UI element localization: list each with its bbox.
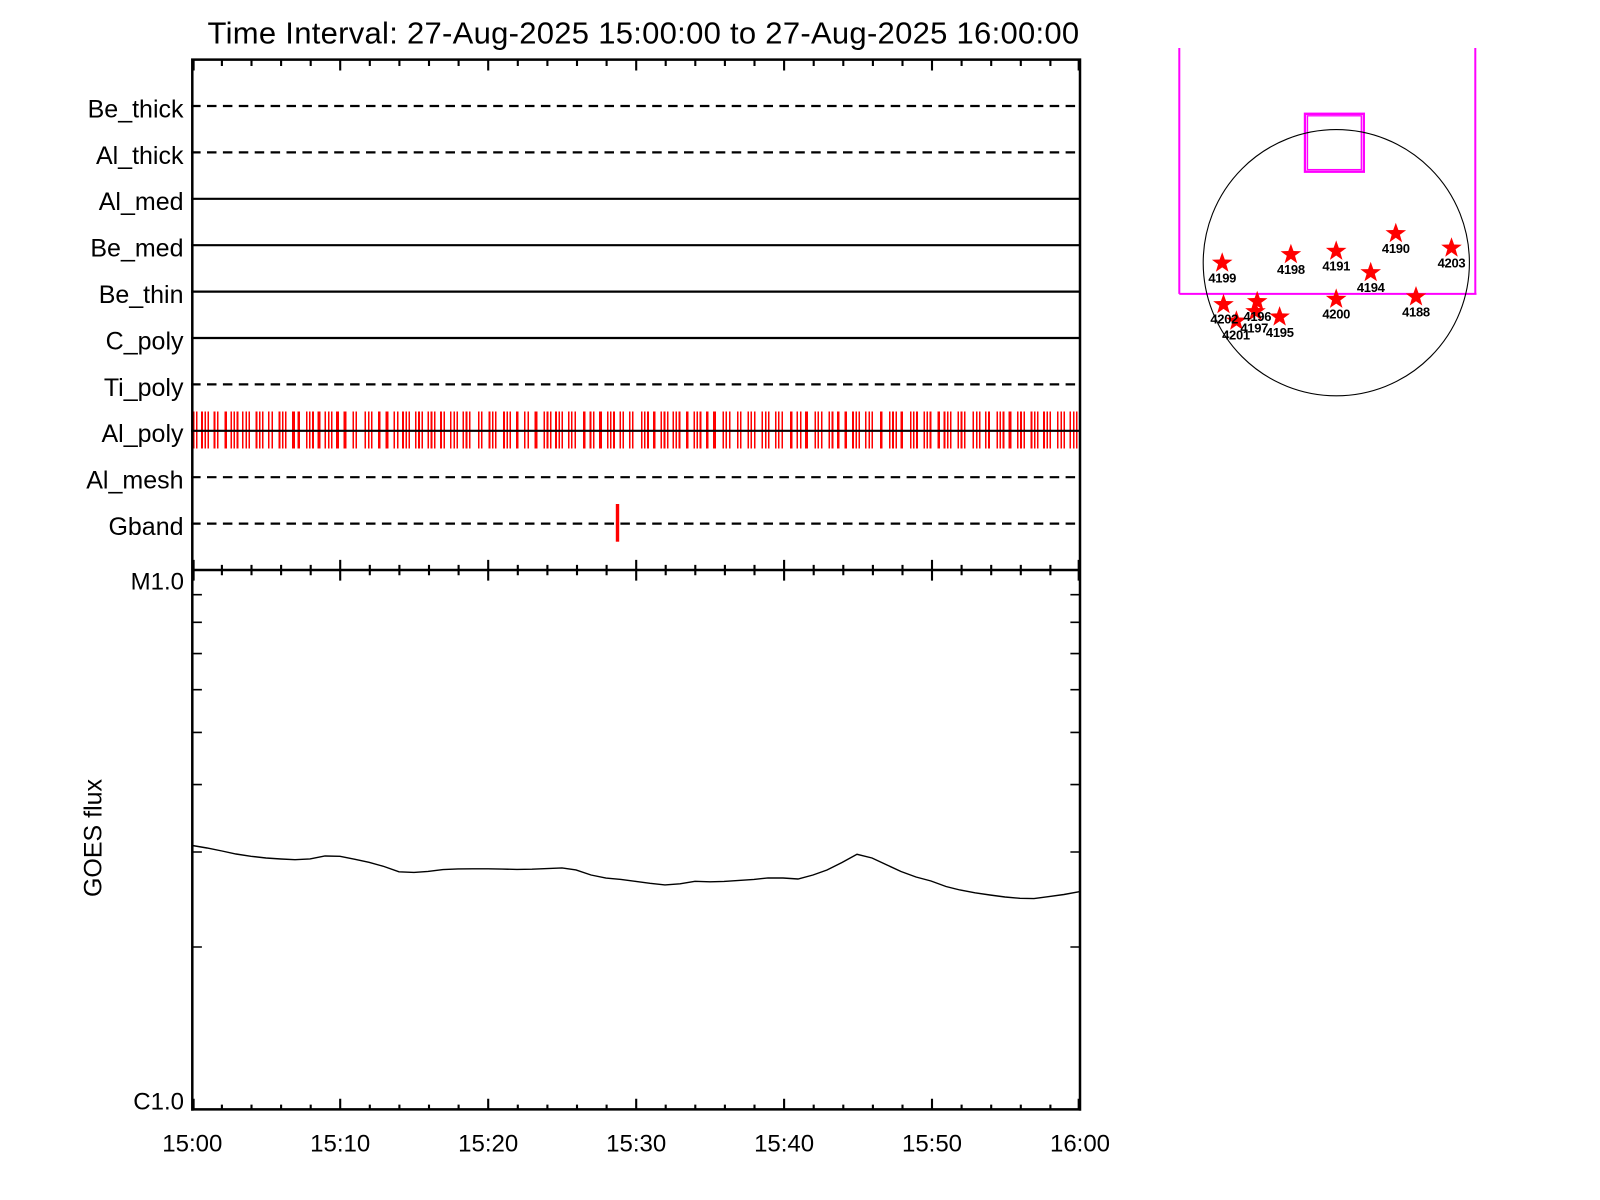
svg-text:15:20: 15:20 bbox=[458, 1130, 518, 1157]
svg-text:4190: 4190 bbox=[1382, 241, 1410, 256]
svg-text:4203: 4203 bbox=[1438, 256, 1466, 271]
svg-text:15:10: 15:10 bbox=[310, 1130, 370, 1157]
svg-text:4194: 4194 bbox=[1357, 280, 1386, 295]
svg-text:4200: 4200 bbox=[1322, 307, 1350, 322]
svg-text:4197: 4197 bbox=[1240, 321, 1268, 336]
svg-text:C1.0: C1.0 bbox=[133, 1089, 184, 1116]
svg-text:Time Interval: 27-Aug-2025 15:: Time Interval: 27-Aug-2025 15:00:00 to 2… bbox=[208, 16, 1080, 51]
svg-text:4196: 4196 bbox=[1243, 309, 1271, 324]
svg-text:GOES flux: GOES flux bbox=[80, 778, 108, 897]
svg-text:Al_thick: Al_thick bbox=[96, 142, 184, 170]
svg-text:15:30: 15:30 bbox=[606, 1130, 666, 1157]
svg-text:4202: 4202 bbox=[1210, 312, 1238, 327]
svg-text:15:50: 15:50 bbox=[902, 1130, 962, 1157]
svg-text:4188: 4188 bbox=[1402, 304, 1430, 319]
svg-text:Al_med: Al_med bbox=[99, 188, 184, 216]
svg-text:Be_med: Be_med bbox=[90, 235, 183, 263]
svg-text:4198: 4198 bbox=[1277, 262, 1305, 277]
svg-text:Be_thin: Be_thin bbox=[99, 281, 184, 309]
svg-text:4195: 4195 bbox=[1266, 325, 1294, 340]
svg-text:15:00: 15:00 bbox=[162, 1130, 222, 1157]
svg-text:4199: 4199 bbox=[1208, 271, 1236, 286]
svg-text:Al_mesh: Al_mesh bbox=[86, 467, 183, 495]
svg-text:Gband: Gband bbox=[108, 513, 183, 541]
svg-text:15:40: 15:40 bbox=[754, 1130, 814, 1157]
svg-text:16:00: 16:00 bbox=[1050, 1130, 1110, 1157]
svg-text:Ti_poly: Ti_poly bbox=[104, 374, 184, 402]
svg-text:4201: 4201 bbox=[1222, 327, 1250, 342]
svg-text:4191: 4191 bbox=[1322, 259, 1350, 274]
svg-text:Al_poly: Al_poly bbox=[102, 420, 184, 448]
svg-text:C_poly: C_poly bbox=[106, 327, 184, 355]
svg-text:Be_thick: Be_thick bbox=[88, 95, 184, 123]
svg-text:M1.0: M1.0 bbox=[131, 568, 184, 595]
